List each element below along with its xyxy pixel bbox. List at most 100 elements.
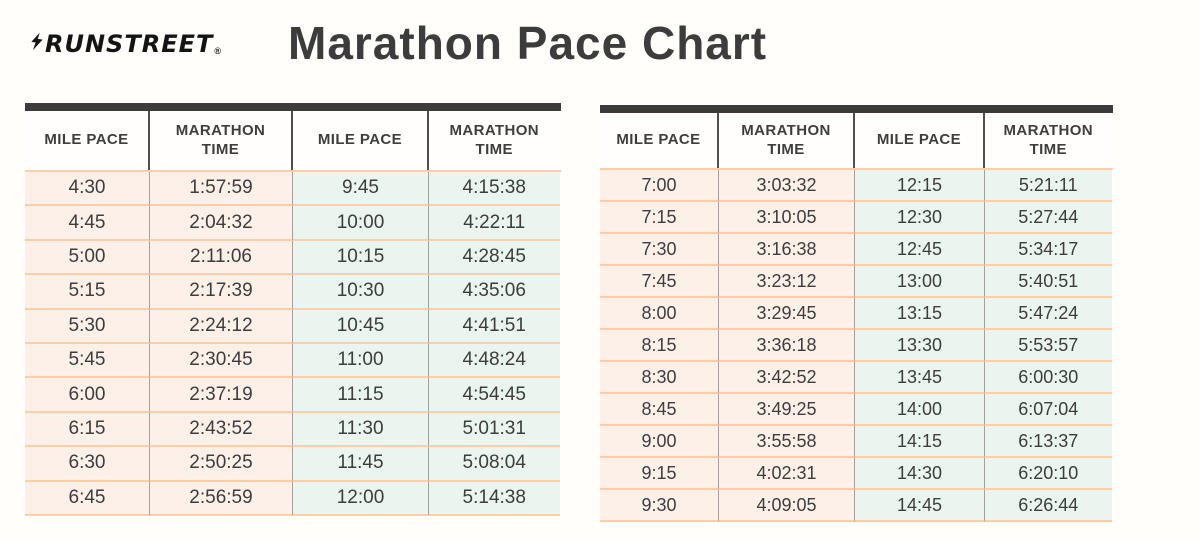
mile-pace-cell: 12:45 — [855, 234, 985, 266]
marathon-time-cell: 6:13:37 — [985, 426, 1112, 458]
marathon-time-cell: 4:22:11 — [429, 206, 560, 241]
mile-pace-cell: 5:30 — [25, 309, 150, 344]
mile-pace-cell: 4:45 — [25, 206, 150, 241]
marathon-time-cell: 5:40:51 — [985, 266, 1112, 298]
mile-pace-cell: 12:15 — [855, 170, 985, 202]
mile-pace-cell: 5:00 — [25, 240, 150, 276]
marathon-time-cell: 5:14:38 — [429, 481, 560, 516]
marathon-time-cell: 3:36:18 — [719, 330, 855, 362]
table-body: 4:30 1:57:59 9:45 4:15:38 4:45 2:04:32 10:00 4:… — [25, 172, 561, 516]
mile-pace-cell: 13:30 — [855, 330, 985, 362]
marathon-time-cell: 4:28:45 — [429, 240, 560, 276]
mile-pace-cell: 8:30 — [600, 362, 719, 394]
marathon-time-cell: 6:07:04 — [985, 394, 1112, 426]
marathon-time-cell: 2:24:12 — [150, 309, 293, 344]
marathon-time-cell: 6:26:44 — [985, 490, 1112, 522]
table-body: 7:00 3:03:32 12:15 5:21:11 7:15 3:10:05 12:30 5… — [600, 170, 1113, 522]
mile-pace-cell: 10:30 — [293, 275, 429, 310]
mile-pace-cell: 13:45 — [855, 362, 985, 394]
mile-pace-cell: 6:00 — [25, 378, 150, 413]
marathon-time-cell: 4:15:38 — [429, 172, 560, 207]
marathon-time-cell: 2:43:52 — [150, 412, 293, 448]
mile-pace-column-header: MILE PACE — [25, 111, 150, 170]
marathon-time-cell: 2:50:25 — [150, 447, 293, 482]
mile-pace-cell: 4:30 — [25, 172, 150, 207]
mile-pace-cell: 11:45 — [293, 447, 429, 482]
marathon-time-cell: 5:53:57 — [985, 330, 1112, 362]
mile-pace-cell: 8:15 — [600, 330, 719, 362]
marathon-time-cell: 4:09:05 — [719, 490, 855, 522]
pace-table-left: MILE PACE MARATHON TIME MILE PACE MARATHON … — [25, 103, 561, 516]
mile-pace-cell: 6:30 — [25, 447, 150, 482]
mile-pace-cell: 13:00 — [855, 266, 985, 298]
mile-pace-cell: 11:00 — [293, 343, 429, 379]
table-header-row: MILE PACE MARATHON TIME MILE PACE MARATHON … — [600, 113, 1113, 170]
mile-pace-cell: 5:15 — [25, 275, 150, 310]
marathon-time-cell: 3:23:12 — [719, 266, 855, 298]
marathon-time-cell: 1:57:59 — [150, 172, 293, 207]
mile-pace-cell: 11:15 — [293, 378, 429, 413]
marathon-time-cell: 3:03:32 — [719, 170, 855, 202]
table-header-row: MILE PACE MARATHON TIME MILE PACE MARATHON … — [25, 111, 561, 172]
marathon-time-cell: 5:27:44 — [985, 202, 1112, 234]
page-title: Marathon Pace Chart — [288, 17, 768, 69]
marathon-time-cell: 2:11:06 — [150, 240, 293, 276]
marathon-time-cell: 3:49:25 — [719, 394, 855, 426]
mile-pace-cell: 9:45 — [293, 172, 429, 207]
mile-pace-cell: 7:15 — [600, 202, 719, 234]
marathon-time-cell: 5:01:31 — [429, 412, 560, 448]
marathon-time-cell: 2:30:45 — [150, 343, 293, 379]
marathon-time-cell: 3:16:38 — [719, 234, 855, 266]
marathon-time-cell: 6:20:10 — [985, 458, 1112, 490]
mile-pace-column-header: MILE PACE — [600, 113, 719, 168]
marathon-time-cell: 4:02:31 — [719, 458, 855, 490]
marathon-time-cell: 3:55:58 — [719, 426, 855, 458]
marathon-time-cell: 2:17:39 — [150, 275, 293, 310]
marathon-time-cell: 5:21:11 — [985, 170, 1112, 202]
marathon-time-cell: 2:04:32 — [150, 206, 293, 241]
mile-pace-cell: 12:00 — [293, 481, 429, 516]
runstreet-logo: RUNSTREET ® — [30, 30, 221, 58]
mile-pace-cell: 6:15 — [25, 412, 150, 448]
mile-pace-cell: 7:45 — [600, 266, 719, 298]
mile-pace-cell: 7:00 — [600, 170, 719, 202]
marathon-time-cell: 6:00:30 — [985, 362, 1112, 394]
mile-pace-cell: 10:15 — [293, 240, 429, 276]
mile-pace-column-header: MILE PACE — [855, 113, 985, 168]
pace-table-right: MILE PACE MARATHON TIME MILE PACE MARATHON … — [600, 105, 1113, 522]
marathon-time-cell: 2:37:19 — [150, 378, 293, 413]
marathon-time-cell: 3:29:45 — [719, 298, 855, 330]
mile-pace-cell: 10:00 — [293, 206, 429, 241]
mile-pace-cell: 14:00 — [855, 394, 985, 426]
marathon-time-cell: 3:10:05 — [719, 202, 855, 234]
mile-pace-cell: 14:45 — [855, 490, 985, 522]
mile-pace-cell: 11:30 — [293, 412, 429, 448]
marathon-time-column-header: MARATHON TIME — [150, 111, 293, 170]
mile-pace-cell: 14:30 — [855, 458, 985, 490]
registered-trademark-symbol: ® — [214, 46, 221, 56]
marathon-time-cell: 4:41:51 — [429, 309, 560, 344]
marathon-time-cell: 4:48:24 — [429, 343, 560, 379]
marathon-time-column-header: MARATHON TIME — [719, 113, 855, 168]
logo-brand-text: RUNSTREET — [45, 30, 214, 58]
lightning-bolt-icon — [28, 31, 44, 57]
mile-pace-column-header: MILE PACE — [293, 111, 429, 170]
mile-pace-cell: 10:45 — [293, 309, 429, 344]
marathon-time-cell: 4:54:45 — [429, 378, 560, 413]
mile-pace-cell: 7:30 — [600, 234, 719, 266]
mile-pace-cell: 14:15 — [855, 426, 985, 458]
marathon-time-cell: 5:47:24 — [985, 298, 1112, 330]
mile-pace-cell: 8:45 — [600, 394, 719, 426]
mile-pace-cell: 12:30 — [855, 202, 985, 234]
marathon-time-cell: 2:56:59 — [150, 481, 293, 516]
marathon-time-column-header: MARATHON TIME — [1003, 121, 1094, 158]
mile-pace-cell: 9:15 — [600, 458, 719, 490]
marathon-time-column-header: MARATHON TIME — [449, 121, 540, 158]
marathon-time-cell: 5:08:04 — [429, 447, 560, 482]
table-top-bar — [600, 105, 1113, 113]
mile-pace-cell: 6:45 — [25, 481, 150, 516]
mile-pace-cell: 8:00 — [600, 298, 719, 330]
mile-pace-cell: 5:45 — [25, 343, 150, 379]
marathon-time-cell: 3:42:52 — [719, 362, 855, 394]
